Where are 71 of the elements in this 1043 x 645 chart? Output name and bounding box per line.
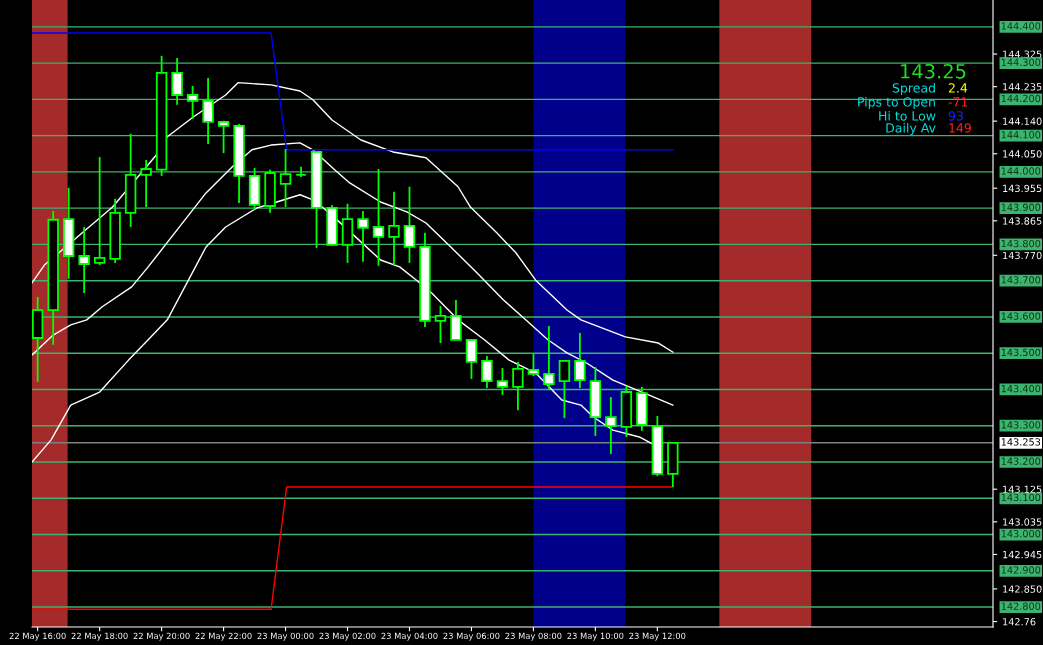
candlestick	[450, 298, 462, 341]
candlestick	[388, 190, 400, 267]
y-tick-label: 143.865	[1003, 217, 1042, 225]
ref-line-label: 143.253	[1001, 438, 1041, 446]
candlestick	[279, 148, 292, 208]
ref-line-label: 143.200	[1001, 457, 1041, 465]
x-tick-label: 23 May 06:00	[443, 632, 500, 641]
x-tick-label: 22 May 18:00	[71, 632, 128, 641]
candlestick	[93, 156, 106, 266]
candlestick	[403, 185, 416, 264]
candlestick	[496, 367, 509, 396]
x-tick-label: 23 May 00:00	[257, 632, 314, 641]
ref-line-label: 143.700	[1001, 276, 1041, 284]
ref-line-label: 143.000	[1001, 529, 1041, 538]
ref-line-label: 144.400	[1001, 22, 1041, 30]
ref-line-label: 144.100	[1001, 131, 1041, 139]
x-tick-label: 22 May 16:00	[9, 632, 66, 641]
candlestick	[78, 226, 90, 294]
candlestick	[434, 305, 447, 344]
x-tick-label: 23 May 08:00	[505, 632, 562, 641]
annotation: 143.25	[901, 63, 966, 79]
x-tick-label: 22 May 22:00	[195, 632, 252, 641]
candlestick	[527, 353, 540, 377]
y-tick-label: 142.945	[1003, 550, 1042, 559]
annotation: Spread	[892, 82, 935, 96]
ref-line-label: 143.800	[1001, 239, 1041, 248]
candlestick	[481, 355, 493, 389]
ref-line-label: 144.200	[1001, 94, 1041, 103]
y-tick-label: 144.140	[1003, 117, 1042, 125]
candlestick	[543, 325, 555, 391]
annotation: 93	[948, 111, 963, 121]
y-tick-label: 144.050	[1003, 150, 1042, 158]
y-tick-label: 142.850	[1003, 585, 1042, 593]
annotation: Daily Av	[886, 122, 936, 136]
candlestick	[512, 361, 524, 412]
y-tick-label: 144.235	[1003, 83, 1042, 91]
ref-line-label: 143.100	[1001, 493, 1041, 502]
y-tick-label: 143.035	[1003, 518, 1042, 526]
annotation: 2.4	[948, 83, 968, 93]
candlestick	[140, 159, 152, 208]
annotation: -71	[948, 97, 968, 107]
x-tick-label: 23 May 02:00	[319, 632, 376, 641]
ref-line-label: 143.500	[1001, 348, 1041, 357]
annotation: Hi to Low	[879, 110, 936, 121]
y-tick-label: 142.76	[1003, 618, 1036, 626]
annotation: 149	[949, 123, 971, 133]
candlestick	[171, 57, 183, 106]
ref-line-label: 144.000	[1001, 167, 1041, 175]
ref-line-label: 142.900	[1001, 566, 1041, 574]
ref-line-label: 143.300	[1001, 421, 1041, 429]
y-tick-label: 144.325	[1003, 50, 1042, 58]
ref-line-label: 142.800	[1001, 602, 1041, 610]
candlestick	[574, 331, 586, 389]
y-tick-label: 143.125	[1003, 485, 1042, 494]
ref-line-label: 143.600	[1001, 312, 1041, 320]
x-tick-label: 23 May 12:00	[629, 632, 686, 641]
y-tick-label: 143.770	[1003, 251, 1042, 260]
annotation: Pips to Open	[858, 96, 935, 110]
x-tick-label: 23 May 10:00	[567, 632, 624, 641]
y-tick-label: 143.955	[1003, 184, 1042, 193]
ref-line-label: 143.900	[1001, 203, 1041, 211]
candlestick	[465, 338, 478, 380]
ref-line-label: 144.300	[1001, 58, 1041, 66]
x-tick-label: 22 May 20:00	[133, 632, 190, 641]
candlestick	[558, 359, 571, 420]
candlestick	[217, 119, 230, 154]
x-tick-label: 23 May 04:00	[381, 632, 438, 641]
candlestick	[186, 85, 199, 120]
ref-line-label: 143.400	[1001, 384, 1041, 393]
candlestick	[357, 210, 369, 263]
candlestick	[605, 396, 617, 455]
